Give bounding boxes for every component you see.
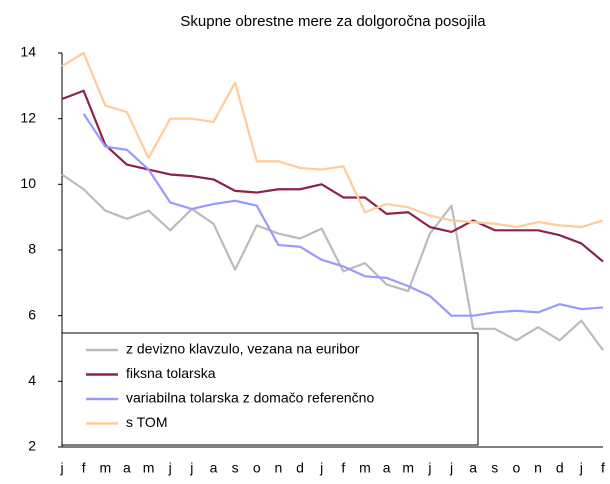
y-tick-label: 12	[20, 109, 36, 125]
x-tick-label: d	[296, 460, 304, 476]
y-tick-label: 6	[28, 306, 36, 322]
x-tick-label: j	[319, 460, 323, 476]
x-tick-label: m	[99, 460, 111, 476]
x-tick-label: d	[556, 460, 564, 476]
y-tick-label: 4	[28, 372, 36, 388]
x-tick-label: a	[123, 460, 131, 476]
y-tick-label: 2	[28, 438, 36, 454]
legend-label: variabilna tolarska z domačo referenčno	[126, 390, 374, 406]
x-tick-label: j	[579, 460, 583, 476]
x-tick-label: n	[275, 460, 283, 476]
x-tick-label: s	[491, 460, 498, 476]
legend-label: s TOM	[126, 414, 168, 430]
x-tick-label: f	[82, 460, 86, 476]
y-tick-label: 14	[20, 44, 36, 60]
x-tick-label: j	[427, 460, 431, 476]
x-tick-label: j	[59, 460, 63, 476]
x-tick-label: m	[143, 460, 155, 476]
legend-box	[61, 332, 479, 446]
chart-title: Skupne obrestne mere za dolgoročna posoj…	[180, 13, 486, 30]
x-tick-label: o	[253, 460, 261, 476]
x-tick-label: m	[359, 460, 371, 476]
y-tick-label: 10	[20, 175, 36, 191]
x-tick-label: j	[449, 460, 453, 476]
series-line	[82, 113, 604, 317]
x-tick-label: n	[534, 460, 542, 476]
y-tick-label: 8	[28, 241, 36, 257]
x-tick-label: a	[469, 460, 477, 476]
x-tick-label: j	[189, 460, 193, 476]
x-tick-label: j	[168, 460, 172, 476]
series-line	[61, 51, 604, 229]
x-tick-label: f	[341, 460, 345, 476]
x-tick-label: s	[232, 460, 239, 476]
x-tick-label: f	[601, 460, 605, 476]
series-line	[61, 173, 604, 351]
series-line	[61, 89, 604, 263]
x-tick-label: a	[210, 460, 218, 476]
legend-label: z devizno klavzulo, vezana na euribor	[126, 341, 360, 357]
x-tick-label: m	[402, 460, 414, 476]
x-tick-label: o	[513, 460, 521, 476]
legend-label: fiksna tolarska	[126, 365, 216, 381]
x-tick-label: a	[383, 460, 391, 476]
